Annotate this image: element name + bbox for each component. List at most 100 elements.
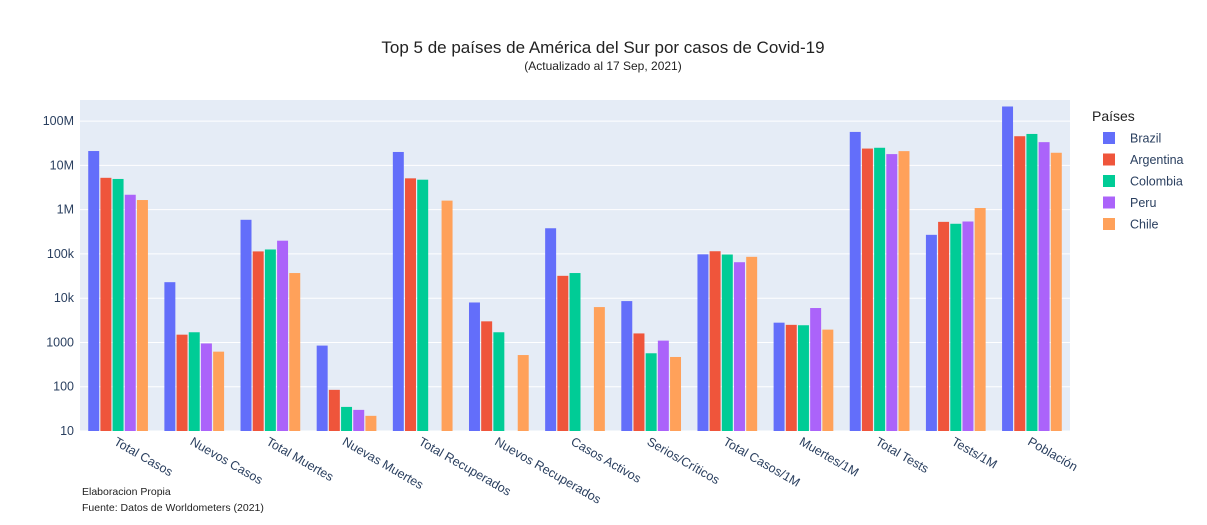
bar-chile-9 xyxy=(822,329,834,431)
bar-argentina-5 xyxy=(481,321,493,431)
bar-brazil-3 xyxy=(316,345,328,431)
y-tick-label: 10k xyxy=(54,291,75,305)
bar-chile-1 xyxy=(213,351,225,431)
y-tick-label: 1M xyxy=(57,203,74,217)
bar-peru-2 xyxy=(277,240,289,431)
y-tick-label: 10M xyxy=(50,158,74,172)
bar-chile-0 xyxy=(136,200,148,431)
note-line-2: Fuente: Datos de Worldometers (2021) xyxy=(82,502,264,514)
bar-peru-12 xyxy=(1038,142,1050,431)
bar-argentina-11 xyxy=(938,221,950,431)
x-tick-label: Total Tests xyxy=(873,434,931,476)
bar-colombia-5 xyxy=(493,332,505,431)
bar-argentina-1 xyxy=(176,334,188,431)
legend-swatch-argentina xyxy=(1103,153,1115,166)
bar-peru-8 xyxy=(734,262,745,431)
bar-peru-9 xyxy=(810,308,822,431)
legend-label-argentina: Argentina xyxy=(1130,153,1184,167)
bar-chile-5 xyxy=(517,355,529,431)
bar-peru-3 xyxy=(353,409,365,431)
bar-argentina-12 xyxy=(1014,136,1026,431)
bar-colombia-6 xyxy=(569,273,581,431)
bar-colombia-2 xyxy=(264,249,276,431)
bar-brazil-0 xyxy=(88,151,100,431)
bar-argentina-8 xyxy=(709,251,721,431)
x-tick-label: Casos Activos xyxy=(569,434,644,485)
chart-subtitle: (Actualizado al 17 Sep, 2021) xyxy=(524,59,681,73)
bar-peru-11 xyxy=(962,221,974,431)
bar-argentina-3 xyxy=(328,389,340,431)
bar-brazil-6 xyxy=(545,228,557,431)
bar-colombia-0 xyxy=(112,178,124,431)
bar-colombia-4 xyxy=(417,179,429,431)
y-tick-label: 100k xyxy=(47,247,75,261)
bar-peru-7 xyxy=(657,340,669,431)
bar-brazil-7 xyxy=(621,301,633,431)
bar-peru-1 xyxy=(200,343,212,431)
legend-label-peru: Peru xyxy=(1130,196,1156,210)
chart-title: Top 5 de países de América del Sur por c… xyxy=(381,38,824,57)
bar-brazil-9 xyxy=(773,322,785,431)
bar-chile-10 xyxy=(898,151,910,431)
bar-argentina-6 xyxy=(557,275,569,431)
bar-brazil-4 xyxy=(392,151,404,431)
bar-argentina-10 xyxy=(861,148,873,431)
bar-brazil-11 xyxy=(925,234,937,431)
legend-label-colombia: Colombia xyxy=(1130,175,1183,189)
bar-colombia-12 xyxy=(1026,133,1038,431)
bar-brazil-5 xyxy=(468,302,480,431)
bar-colombia-3 xyxy=(341,406,353,431)
y-tick-label: 100 xyxy=(53,380,74,394)
bar-brazil-8 xyxy=(697,254,709,431)
bar-colombia-8 xyxy=(721,254,733,431)
bar-brazil-10 xyxy=(849,131,861,431)
bar-chile-12 xyxy=(1050,152,1062,431)
note-line-1: Elaboracion Propia xyxy=(82,486,171,498)
legend-title: Países xyxy=(1092,108,1135,124)
bar-colombia-1 xyxy=(188,332,200,431)
bar-colombia-10 xyxy=(874,147,886,431)
bar-argentina-0 xyxy=(100,177,112,431)
y-tick-label: 1000 xyxy=(46,335,74,349)
bar-colombia-9 xyxy=(797,325,809,431)
legend-swatch-colombia xyxy=(1103,175,1115,187)
bars xyxy=(88,106,1062,432)
bar-peru-10 xyxy=(886,154,898,431)
bar-chile-2 xyxy=(289,273,301,431)
bar-chile-4 xyxy=(441,200,453,431)
bar-chile-8 xyxy=(746,256,758,431)
legend-label-brazil: Brazil xyxy=(1130,132,1161,146)
x-tick-label: Total Casos xyxy=(112,434,176,479)
bar-chile-3 xyxy=(365,415,377,431)
x-tick-label: Tests/1M xyxy=(949,434,999,471)
x-tick-label: Total Muertes xyxy=(264,434,336,484)
x-tick-label: Total Casos/1M xyxy=(721,434,803,489)
bar-argentina-7 xyxy=(633,333,645,431)
legend: Países Brazil Argentina Colombia Peru Chile xyxy=(1092,108,1184,232)
y-tick-label: 10 xyxy=(60,424,74,438)
bar-colombia-7 xyxy=(645,353,657,431)
bar-chile-11 xyxy=(974,208,986,431)
bar-peru-0 xyxy=(124,194,136,431)
x-tick-label: Serios/Críticos xyxy=(645,434,722,487)
y-axis-ticks: 10 100 1000 10k 100k 1M 10M 100M xyxy=(43,114,75,438)
bar-brazil-2 xyxy=(240,219,252,431)
legend-swatch-peru xyxy=(1103,196,1115,209)
bar-chile-6 xyxy=(593,307,605,431)
bar-argentina-4 xyxy=(405,178,416,431)
bar-brazil-1 xyxy=(164,282,176,431)
bar-argentina-9 xyxy=(785,324,797,431)
x-tick-label: Nuevos Casos xyxy=(188,434,265,487)
x-tick-label: Nuevas Muertes xyxy=(340,434,426,492)
y-tick-label: 100M xyxy=(43,114,74,128)
legend-swatch-brazil xyxy=(1103,132,1115,144)
bar-colombia-11 xyxy=(950,223,962,431)
bar-chile-7 xyxy=(670,356,682,431)
bar-brazil-12 xyxy=(1002,106,1014,432)
bar-argentina-2 xyxy=(252,251,264,431)
x-tick-label: Población xyxy=(1025,434,1080,474)
legend-swatch-chile xyxy=(1103,218,1115,230)
x-tick-label: Muertes/1M xyxy=(797,434,861,479)
